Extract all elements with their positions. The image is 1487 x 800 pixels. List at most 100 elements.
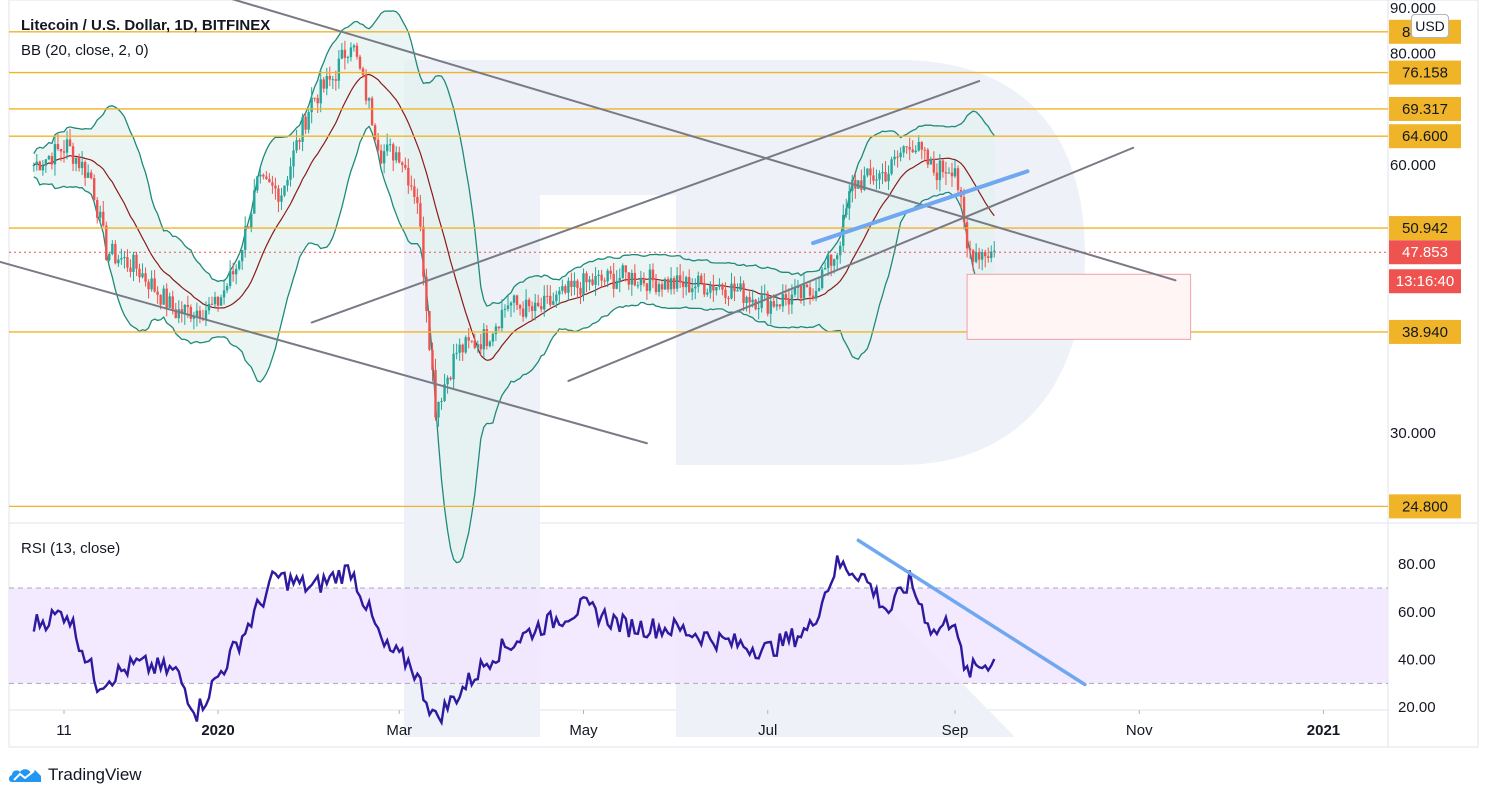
channel-line-lower (567, 146, 1135, 382)
candle-body (736, 290, 739, 292)
currency-button[interactable]: USD (1411, 14, 1449, 38)
candle-body (748, 297, 751, 303)
candle-body (600, 274, 603, 281)
candle-body (316, 98, 319, 104)
candle-body (570, 280, 573, 288)
rsi-tick-label: 20.00 (1398, 699, 1436, 716)
candle-body (437, 402, 440, 418)
candle-body (370, 98, 374, 126)
candle-body (105, 225, 108, 260)
candle-body (117, 259, 120, 264)
candle-body (851, 179, 854, 192)
candle-body (319, 79, 322, 104)
candle-body (186, 304, 190, 308)
candle-body (624, 265, 627, 273)
candle-body (839, 245, 842, 256)
time-tick-label: Mar (386, 722, 412, 739)
candle-body (89, 172, 93, 179)
candle-body (346, 57, 350, 59)
bb-upper (33, 10, 995, 307)
candle-body (530, 306, 534, 311)
candle-body (588, 279, 591, 283)
candle-body (234, 268, 238, 275)
candle-body (703, 283, 706, 295)
candle-body (914, 150, 917, 153)
candle-body (654, 280, 658, 293)
rsi-line (32, 555, 996, 727)
candle-body (162, 288, 165, 305)
price-tick-label: 30.000 (1390, 425, 1436, 442)
candle-body (295, 140, 298, 151)
candle-body (71, 146, 75, 164)
candle-body (651, 269, 655, 281)
level-badge (1389, 216, 1461, 241)
chart-frame (8, 0, 1479, 748)
candle-body (123, 256, 126, 259)
candle-body (192, 316, 196, 319)
level-label: 69.317 (1402, 101, 1448, 118)
candle-body (129, 267, 132, 272)
level-badge (1389, 494, 1461, 519)
candle-body (416, 197, 419, 204)
candle-body (180, 309, 183, 314)
candle-body (503, 308, 507, 310)
candle-body (253, 190, 256, 214)
candle-body (633, 272, 637, 286)
candle-body (533, 302, 537, 311)
candle-body (829, 254, 833, 266)
candle-body (53, 144, 57, 165)
candle-body (769, 301, 772, 314)
candle-body (509, 302, 513, 306)
price-tick-label: 80.000 (1390, 46, 1436, 63)
candle-body (491, 334, 495, 342)
candle-body (256, 176, 259, 191)
candle-body (283, 185, 286, 196)
candle-body (793, 287, 797, 295)
candle-body (802, 284, 806, 299)
candle-body (730, 283, 733, 299)
candle-body (310, 97, 313, 113)
candle-body (941, 160, 945, 173)
candle-body (639, 277, 643, 286)
candle-body (681, 282, 685, 288)
tradingview-logo[interactable]: TradingView (8, 762, 142, 788)
candle-body (228, 271, 232, 286)
candle-body (385, 144, 389, 152)
candle-body (630, 272, 634, 285)
rsi-label: RSI (13, close) (21, 540, 121, 557)
candle-body (935, 172, 939, 181)
level-label: 76.158 (1402, 65, 1448, 82)
candle-body (80, 161, 84, 169)
candle-body (102, 211, 105, 226)
candle-body (512, 295, 516, 303)
candle-body (950, 172, 954, 177)
candle-body (552, 301, 555, 305)
candle-body (697, 275, 700, 287)
chart-title: Litecoin / U.S. Dollar, 1D, BITFINEX (21, 17, 271, 34)
candle-body (546, 295, 549, 297)
candle-body (47, 156, 51, 160)
candle-body (987, 256, 990, 258)
candle-body (965, 222, 969, 249)
candle-body (869, 168, 872, 176)
trend-lines (0, 0, 1192, 687)
candle-body (727, 298, 730, 300)
candle-body (902, 146, 905, 153)
candle-body (857, 180, 860, 189)
candle-body (890, 159, 893, 174)
candle-body (231, 271, 235, 275)
candle-body (376, 139, 380, 151)
candle-body (358, 56, 362, 69)
level-badge (1389, 96, 1461, 121)
candle-body (292, 150, 295, 167)
candle-body (688, 277, 691, 293)
candle-body (431, 349, 434, 371)
candle-body (225, 285, 229, 291)
price-tick-label: 60.000 (1390, 157, 1436, 174)
rsi-tick-label: 80.00 (1398, 556, 1436, 573)
candle-body (50, 156, 54, 165)
level-label: 64.600 (1402, 128, 1448, 145)
candle-body (536, 302, 540, 307)
candle-body (691, 288, 694, 293)
